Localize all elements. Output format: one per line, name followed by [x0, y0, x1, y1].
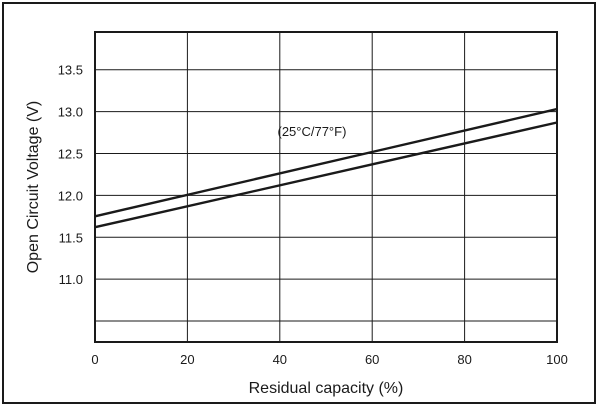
x-tick-label: 60 [365, 352, 379, 367]
temperature-annotation: (25°C/77°F) [277, 124, 346, 139]
series-group [94, 107, 558, 229]
x-axis-ticks: 0 20 40 60 80 100 [91, 352, 567, 367]
y-tick-label: 12.5 [58, 146, 83, 161]
y-tick-label: 11.0 [59, 272, 83, 287]
y-tick-label: 12.0 [58, 188, 83, 203]
x-tick-label: 40 [273, 352, 287, 367]
series-line-1 [94, 107, 558, 218]
plot-area [94, 31, 558, 343]
y-tick-label: 13.5 [58, 63, 83, 78]
series-line-2 [94, 121, 558, 229]
chart-frame [2, 2, 596, 404]
x-axis-label: Residual capacity (%) [249, 380, 404, 397]
x-tick-label: 0 [91, 352, 98, 367]
y-tick-label: 13.0 [58, 105, 83, 120]
x-tick-label: 20 [180, 352, 194, 367]
y-axis-ticks: 11.0 11.5 12.0 12.5 13.0 13.5 [58, 63, 83, 287]
x-tick-label: 100 [546, 352, 568, 367]
x-tick-label: 80 [457, 352, 471, 367]
y-tick-label: 11.5 [59, 230, 83, 245]
y-axis-label: Open Circuit Voltage (V) [25, 101, 42, 274]
grid [95, 32, 557, 342]
